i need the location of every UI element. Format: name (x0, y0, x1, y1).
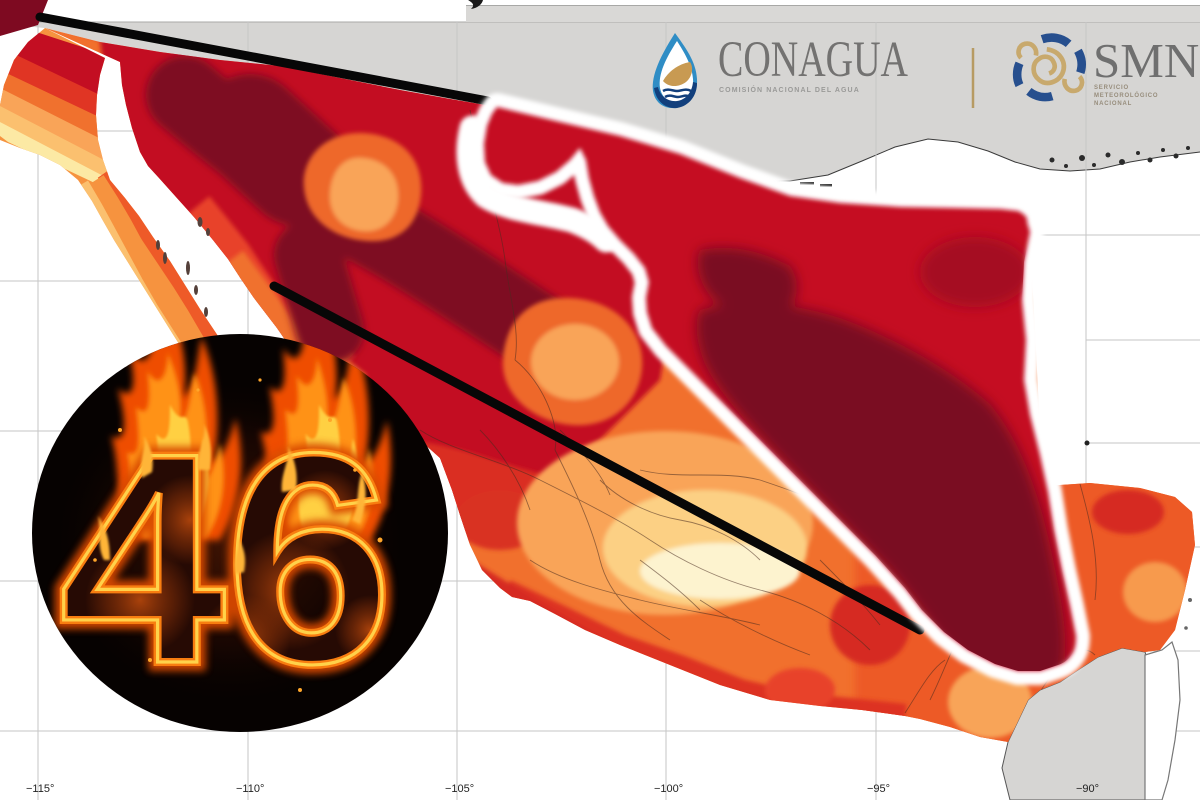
svg-text:−90°: −90° (1076, 783, 1099, 795)
svg-text:CONAGUA: CONAGUA (718, 32, 908, 88)
svg-text:SMN: SMN (1093, 33, 1199, 88)
svg-text:−95°: −95° (867, 783, 890, 795)
svg-text:−105°: −105° (445, 783, 474, 795)
svg-text:−115°: −115° (26, 783, 54, 795)
svg-text:COMISIÓN NACIONAL DEL AGUA: COMISIÓN NACIONAL DEL AGUA (719, 85, 860, 94)
svg-text:NACIONAL: NACIONAL (1094, 101, 1132, 107)
svg-text:46: 46 (59, 390, 393, 726)
svg-text:SERVICIO: SERVICIO (1094, 85, 1129, 91)
svg-text:−110°: −110° (236, 783, 264, 795)
svg-text:−100°: −100° (654, 783, 683, 795)
svg-text:46: 46 (59, 390, 393, 726)
svg-text:METEOROLÓGICO: METEOROLÓGICO (1094, 91, 1158, 99)
